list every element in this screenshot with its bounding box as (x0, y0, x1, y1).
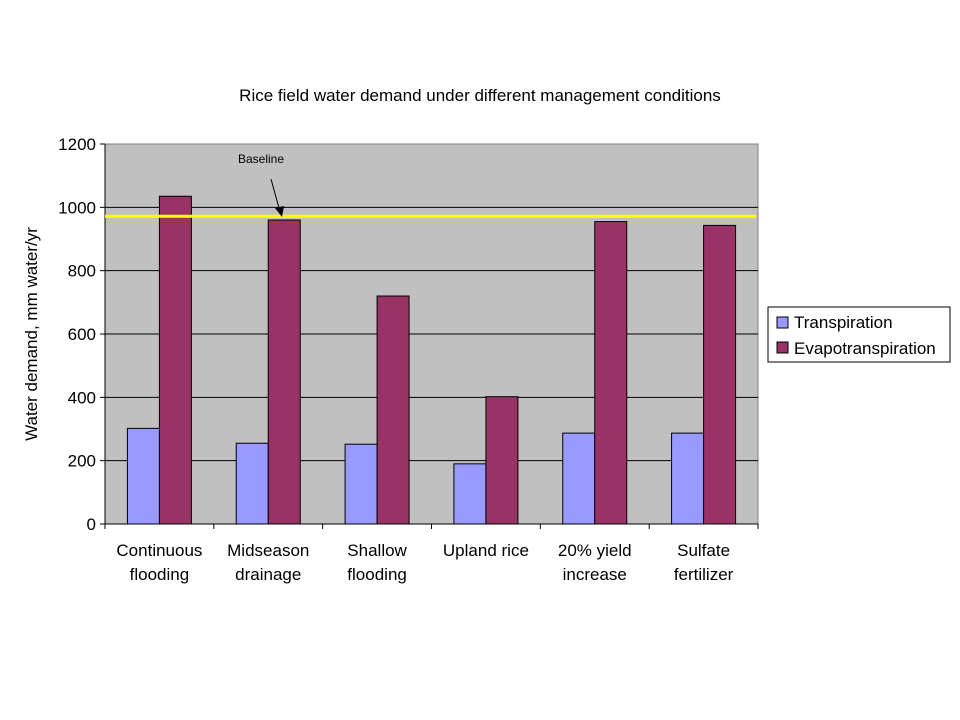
y-tick-label: 1000 (58, 198, 96, 217)
legend-swatch-transpiration (776, 316, 789, 329)
bars (126, 195, 737, 525)
y-tick-label: 800 (68, 262, 96, 281)
y-tick-label: 1200 (58, 135, 96, 154)
bar-evapotranspiration-0 (158, 195, 192, 525)
bar-transpiration-4 (562, 432, 596, 525)
x-tick-label: Continuous (116, 541, 202, 560)
legend: Transpiration Evapotranspiration (767, 306, 951, 363)
x-axis-ticks (104, 524, 759, 529)
x-tick-label: Sulfate (677, 541, 730, 560)
y-axis-title: Water demand, mm water/yr (22, 227, 41, 441)
y-tick-label: 400 (68, 388, 96, 407)
bar-transpiration-5 (671, 432, 705, 525)
bar-transpiration-0 (126, 427, 160, 525)
x-tick-label: flooding (130, 565, 190, 584)
y-tick-label: 600 (68, 325, 96, 344)
x-tick-label: Shallow (347, 541, 407, 560)
x-tick-label: drainage (235, 565, 301, 584)
x-tick-label: Upland rice (443, 541, 529, 560)
x-tick-label: Midseason (227, 541, 309, 560)
legend-swatch-evapotranspiration (776, 341, 789, 354)
bar-evapotranspiration-4 (594, 221, 628, 525)
bar-evapotranspiration-1 (267, 219, 301, 525)
y-tick-label: 200 (68, 452, 96, 471)
bar-transpiration-1 (235, 442, 269, 525)
gridlines (105, 206, 758, 462)
chart-title: Rice field water demand under different … (239, 86, 721, 105)
x-tick-label: flooding (347, 565, 407, 584)
bar-evapotranspiration-5 (703, 224, 737, 525)
x-axis-labels: Continuous flooding Midseason drainage Shall… (116, 541, 733, 584)
legend-label-evapotranspiration: Evapotranspiration (794, 339, 936, 358)
legend-label-transpiration: Transpiration (794, 313, 893, 332)
baseline-label: Baseline (238, 152, 284, 166)
y-axis-ticks: 0 200 400 600 800 1000 1200 (58, 135, 105, 534)
bar-transpiration-3 (453, 463, 487, 525)
bar-transpiration-2 (344, 443, 378, 525)
y-tick-label: 0 (87, 515, 96, 534)
bar-evapotranspiration-2 (376, 295, 410, 525)
x-tick-label: 20% yield (558, 541, 632, 560)
x-tick-label: increase (563, 565, 627, 584)
baseline-arrow-shaft (270, 178, 280, 209)
baseline-arrowhead (275, 206, 284, 217)
x-tick-label: fertilizer (674, 565, 734, 584)
legend-box (767, 306, 951, 363)
bar-evapotranspiration-3 (485, 396, 519, 525)
